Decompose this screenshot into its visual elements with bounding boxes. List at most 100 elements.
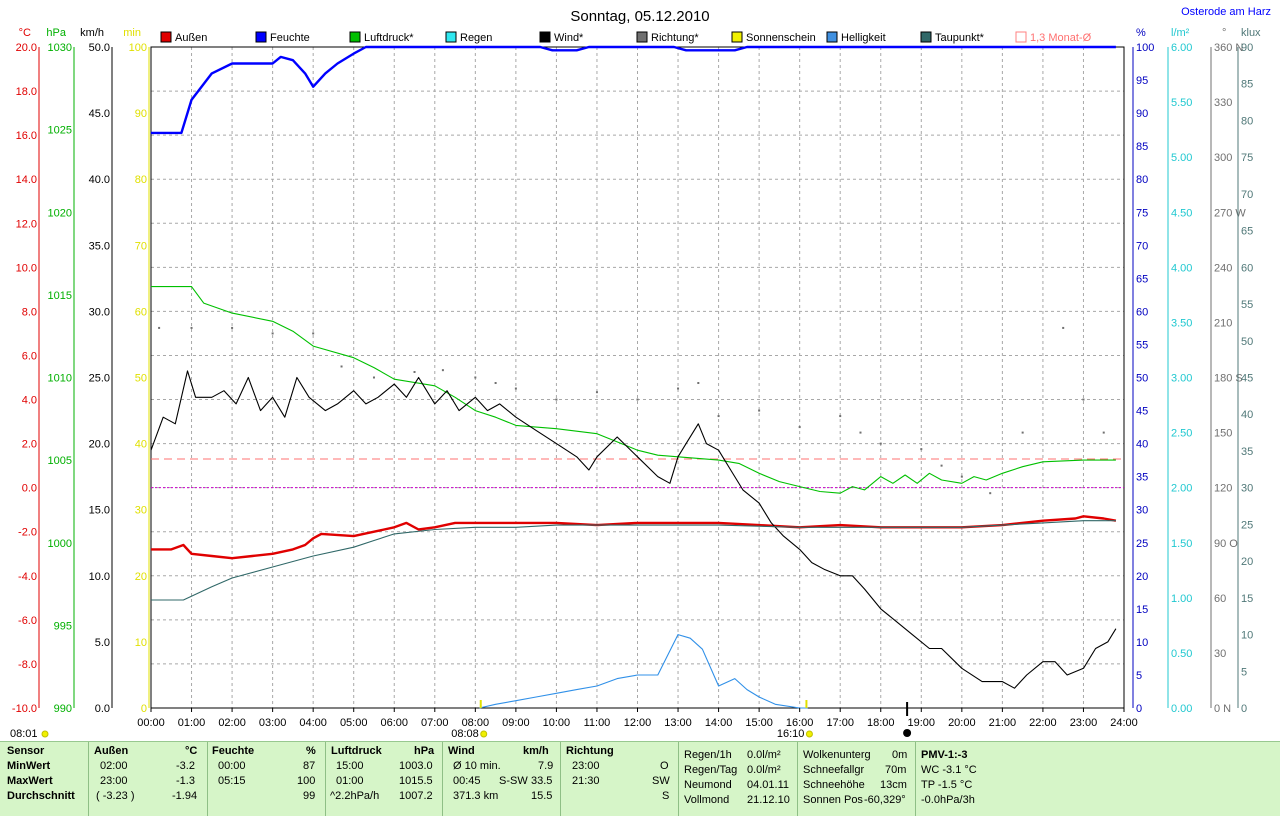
series-line-taupunkt — [151, 520, 1116, 601]
y-tick-label-right-1: 4.50 — [1171, 207, 1192, 219]
y-tick-label-left-2: 5.0 — [95, 637, 110, 649]
y-tick-label-right-3: 20 — [1241, 556, 1253, 568]
y-tick-label-left-1: 1000 — [48, 538, 72, 550]
aussen-max-value: -1.3 — [176, 775, 195, 787]
sun-markers: 08:08 16:10 08:01 — [10, 700, 912, 740]
legend-label: Sonnenschein — [746, 32, 816, 44]
y-tick-label-left-2: 20.0 — [89, 439, 110, 451]
x-tick-label: 10:00 — [543, 717, 571, 729]
legend-label: Richtung* — [651, 32, 699, 44]
regen-tag-label: Regen/Tag — [684, 764, 738, 776]
y-tick-label-right-3: 40 — [1241, 409, 1253, 421]
y-tick-label-right-2: 120 — [1214, 483, 1232, 495]
chart-grid — [151, 47, 1124, 708]
series-point-richtung — [879, 442, 882, 445]
location-label: Osterode am Harz — [1181, 6, 1271, 18]
legend-swatch — [539, 31, 551, 43]
legend-swatch — [349, 31, 361, 43]
y-tick-label-right-1: 5.50 — [1171, 97, 1192, 109]
y-tick-label-right-1: 3.50 — [1171, 317, 1192, 329]
y-tick-label-right-0: 55 — [1136, 339, 1148, 351]
y-axis-unit-right-3: klux — [1241, 27, 1261, 39]
x-tick-label: 17:00 — [826, 717, 854, 729]
y-tick-label-right-2: 210 — [1214, 317, 1232, 329]
series-point-richtung — [312, 332, 315, 335]
y-tick-label-left-2: 15.0 — [89, 505, 110, 517]
luftdruck-avg-value: 1007.2 — [399, 790, 433, 802]
y-tick-label-right-1: 6.00 — [1171, 42, 1192, 54]
y-tick-label-right-3: 90 — [1241, 42, 1253, 54]
series-point-richtung — [636, 398, 639, 401]
wind-max-direction: S-SW — [499, 775, 528, 787]
series-point-richtung — [514, 387, 517, 390]
x-tick-label: 23:00 — [1070, 717, 1098, 729]
richtung-avg-value: S — [662, 790, 670, 802]
y-tick-label-right-2: 150 — [1214, 428, 1232, 440]
y-tick-label-left-0: 20.0 — [16, 42, 37, 54]
feuchte-title: Feuchte — [212, 745, 255, 757]
y-tick-label-left-0: 18.0 — [16, 86, 37, 98]
reference-lines — [151, 458, 1124, 489]
y-tick-label-right-0: 30 — [1136, 505, 1148, 517]
y-tick-label-left-2: 0.0 — [95, 703, 110, 715]
x-tick-label: 21:00 — [989, 717, 1017, 729]
x-tick-label: 01:00 — [178, 717, 206, 729]
y-tick-label-left-2: 25.0 — [89, 373, 110, 385]
schneehoehe-label: Schneehöhe — [803, 779, 865, 791]
series-point-richtung — [158, 326, 161, 329]
y-tick-label-left-3: 60 — [135, 306, 147, 318]
y-tick-label-right-3: 30 — [1241, 483, 1253, 495]
y-tick-label-left-2: 45.0 — [89, 108, 110, 120]
y-tick-label-left-2: 35.0 — [89, 240, 110, 252]
y-tick-label-right-0: 0 — [1136, 703, 1142, 715]
feuchte-min-value: 87 — [303, 760, 316, 772]
x-tick-label: 16:00 — [786, 717, 814, 729]
aussen-avg-note: ( -3.23 ) — [96, 790, 135, 802]
series-point-richtung — [717, 415, 720, 418]
feuchte-min-time: 00:00 — [218, 760, 246, 772]
aussen-min-time: 02:00 — [100, 760, 128, 772]
y-tick-label-left-2: 40.0 — [89, 174, 110, 186]
legend-swatch — [636, 31, 648, 43]
aussen-min-value: -3.2 — [176, 760, 195, 772]
y-tick-label-left-0: 8.0 — [22, 306, 37, 318]
sunset-icon — [805, 730, 813, 738]
summary-panel: Sensor MinWert MaxWert Durchschnitt Auße… — [0, 741, 1280, 816]
schneehoehe-value: 13cm — [880, 779, 907, 791]
x-tick-label: 05:00 — [340, 717, 368, 729]
legend-swatch — [255, 31, 267, 43]
y-tick-label-right-3: 15 — [1241, 593, 1253, 605]
legend-swatch — [445, 31, 457, 43]
legend-swatch — [826, 31, 838, 43]
y-tick-label-right-1: 2.50 — [1171, 428, 1192, 440]
x-tick-label: 22:00 — [1029, 717, 1057, 729]
series-point-richtung — [231, 326, 234, 329]
weather-chart: 20.0 18.0 16.0 14.0 12.0 10.0 8.0 6.0 4.0 2.0 0.0 -… — [10, 6, 1271, 740]
wolken-label: Wolkenunterg — [803, 749, 871, 761]
legend-label: Wind* — [554, 32, 584, 44]
chart-legend: Außen Feuchte Luftdruck* Regen Wind* Richtung… — [160, 31, 1092, 44]
x-tick-label: 02:00 — [218, 717, 246, 729]
y-tick-label-right-1: 1.50 — [1171, 538, 1192, 550]
aussen-max-time: 23:00 — [100, 775, 128, 787]
series-point-richtung — [1062, 326, 1065, 329]
legend-label: Außen — [175, 32, 207, 44]
wind-title: Wind — [448, 745, 475, 757]
y-tick-label-right-1: 0.50 — [1171, 648, 1192, 660]
y-tick-label-right-0: 100 — [1136, 42, 1154, 54]
y-axis-unit-left-2: km/h — [80, 27, 104, 39]
y-tick-label-left-0: 0.0 — [22, 483, 37, 495]
y-tick-label-right-3: 25 — [1241, 519, 1253, 531]
series-point-richtung — [798, 426, 801, 429]
y-tick-label-left-3: 10 — [135, 637, 147, 649]
y-tick-label-right-3: 50 — [1241, 336, 1253, 348]
pmv-title: PMV-1:-3 — [921, 749, 968, 761]
legend-swatch — [160, 31, 172, 43]
y-tick-label-right-2: 240 — [1214, 262, 1232, 274]
y-tick-label-right-2: 270 W — [1214, 207, 1246, 219]
y-tick-label-left-3: 40 — [135, 439, 147, 451]
y-tick-label-right-0: 5 — [1136, 670, 1142, 682]
y-tick-label-right-1: 0.00 — [1171, 703, 1192, 715]
y-tick-label-right-2: 180 S — [1214, 373, 1243, 385]
series-point-richtung — [1021, 431, 1024, 434]
